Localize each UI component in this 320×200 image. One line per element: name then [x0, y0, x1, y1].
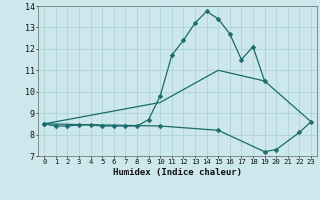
- X-axis label: Humidex (Indice chaleur): Humidex (Indice chaleur): [113, 168, 242, 177]
